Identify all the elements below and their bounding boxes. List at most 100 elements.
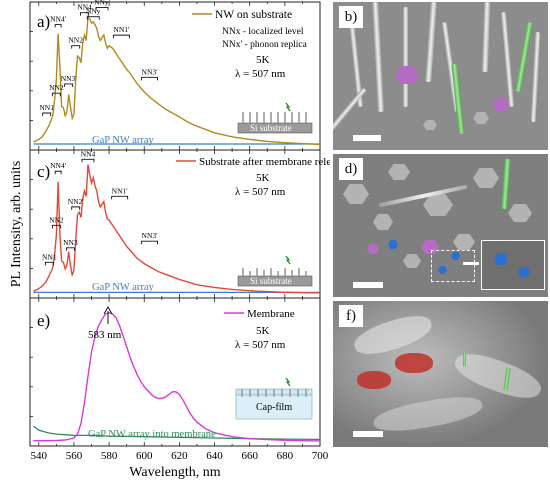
peak-bracket — [80, 12, 89, 16]
peak-label: NN2 — [68, 36, 83, 45]
parasitic-crystallite-red — [357, 371, 391, 389]
scale-bar — [353, 135, 381, 141]
inset-label-a: Si substrate — [250, 123, 292, 133]
peak-bracket — [42, 112, 52, 116]
series-line-nw-on-substrate — [33, 14, 321, 146]
axis-ticks: 540 560 580 600 620 640 660 680 700 — [30, 2, 329, 462]
x-tick-label: 660 — [241, 450, 258, 462]
peak-label-583: 583 nm — [88, 329, 122, 341]
peak-label: NN2' — [68, 197, 85, 206]
lying-nanowire — [378, 184, 468, 208]
parasitic-crystallite-blue — [518, 267, 530, 277]
temp-a: 5K — [256, 54, 270, 66]
x-axis-title: Wavelength, nm — [129, 465, 221, 480]
peak-bracket — [51, 224, 61, 229]
peak-label: NN3' — [142, 67, 159, 76]
sem-label-b: b) — [339, 6, 363, 28]
peak-label: NN1 — [42, 252, 57, 261]
nanowire-highlight-green — [501, 158, 511, 210]
series-line-membrane — [33, 311, 321, 442]
sem-image-f: f) — [333, 301, 548, 447]
nanowire-highlight-green — [514, 22, 534, 92]
inset-label-c: Si substrate — [250, 276, 292, 286]
series-label-c: GaP NW array — [92, 282, 155, 293]
peak-label: NN3' — [61, 74, 78, 83]
x-tick-label: 560 — [66, 450, 83, 462]
temp-e: 5K — [256, 325, 270, 337]
peak-label: NN4 — [77, 3, 92, 12]
x-tick-label: 700 — [312, 450, 329, 462]
zoom-inset — [481, 240, 545, 290]
crystallite — [453, 234, 475, 250]
series-label-e: GaP NW array into membrane — [88, 429, 216, 440]
peak-bracket — [81, 158, 95, 163]
series-line-substrate-after-membrane-release — [33, 164, 321, 294]
peak-bracket — [44, 261, 54, 266]
nanowire-highlight-green — [463, 353, 466, 367]
peak-bracket — [95, 6, 109, 11]
panel-c-label: c) — [37, 162, 50, 181]
panel-e-label: e) — [37, 311, 50, 330]
nanowire — [372, 2, 384, 113]
peak-bracket — [51, 92, 61, 97]
excitation-e: λ = 507 nm — [235, 339, 286, 351]
sem-image-b: b) — [333, 2, 548, 150]
peak-label: NN1' — [113, 25, 130, 34]
peak-label: NN1' — [112, 186, 129, 195]
peak-bracket — [54, 24, 62, 28]
crystallite — [473, 168, 499, 188]
inset-label-e: Cap-film — [256, 402, 292, 413]
x-tick-label: 620 — [171, 450, 188, 462]
x-tick-label: 640 — [206, 450, 223, 462]
peak-label: NN1 — [39, 103, 54, 112]
parasitic-crystallite-purple — [367, 244, 379, 254]
x-tick-label: 680 — [277, 450, 294, 462]
parasitic-crystallite-red — [395, 353, 433, 373]
pl-spectra-chart: 540 560 580 600 620 640 660 680 700 NN1 NN2 NN4' NN… — [9, 0, 330, 480]
panel-e-frame — [29, 297, 321, 447]
crystallite — [403, 254, 421, 268]
membrane-ridge — [371, 391, 485, 437]
peak-bracket — [64, 83, 74, 87]
peak-bracket — [65, 247, 75, 251]
peak-bracket — [141, 76, 158, 81]
nanowire — [530, 31, 541, 123]
inset-si-substrate-c — [237, 255, 313, 287]
nanowire — [333, 87, 367, 137]
peak-label: NN2 — [49, 215, 64, 224]
inset-cap-film-e — [235, 377, 313, 420]
parasitic-crystallite-blue — [438, 266, 447, 274]
parasitic-crystallite-blue — [494, 253, 508, 265]
peak-label: NN3 — [63, 238, 78, 247]
nanowire — [500, 11, 515, 108]
peak-label: NN4 — [81, 149, 96, 158]
legend-label-e: Membrane — [247, 308, 295, 320]
parasitic-crystallite-blue — [388, 240, 398, 249]
panel-a-label: a) — [37, 12, 50, 31]
parasitic-crystallite-blue — [451, 252, 460, 260]
sem-label-f: f) — [339, 305, 363, 327]
peak-bracket — [112, 34, 130, 39]
x-tick-label: 580 — [101, 450, 118, 462]
peak-bracket — [71, 45, 81, 49]
zoom-region-outline — [431, 250, 475, 282]
inset-si-substrate-a — [237, 102, 313, 134]
series-label-a: GaP NW array — [92, 135, 155, 146]
peak-bracket — [54, 170, 62, 175]
parasitic-crystallite-purple — [395, 66, 419, 84]
x-tick-label: 600 — [136, 450, 153, 462]
note-phonon-replica: NNx' - phonon replica — [222, 40, 308, 50]
peak-label: NNy — [86, 7, 101, 16]
crystallite — [388, 164, 410, 180]
nanowire — [481, 2, 491, 73]
peak-label: NN2 — [49, 83, 64, 92]
zoom-arrow — [463, 262, 479, 265]
crystallite — [343, 184, 369, 204]
nanowire — [403, 7, 408, 107]
parasitic-crystallite-purple — [493, 98, 509, 112]
x-tick-label: 540 — [31, 450, 48, 462]
peak-bracket — [111, 195, 129, 200]
peak-label: NN3' — [142, 231, 159, 240]
crystallite — [473, 112, 489, 124]
peak-bracket — [71, 206, 81, 210]
